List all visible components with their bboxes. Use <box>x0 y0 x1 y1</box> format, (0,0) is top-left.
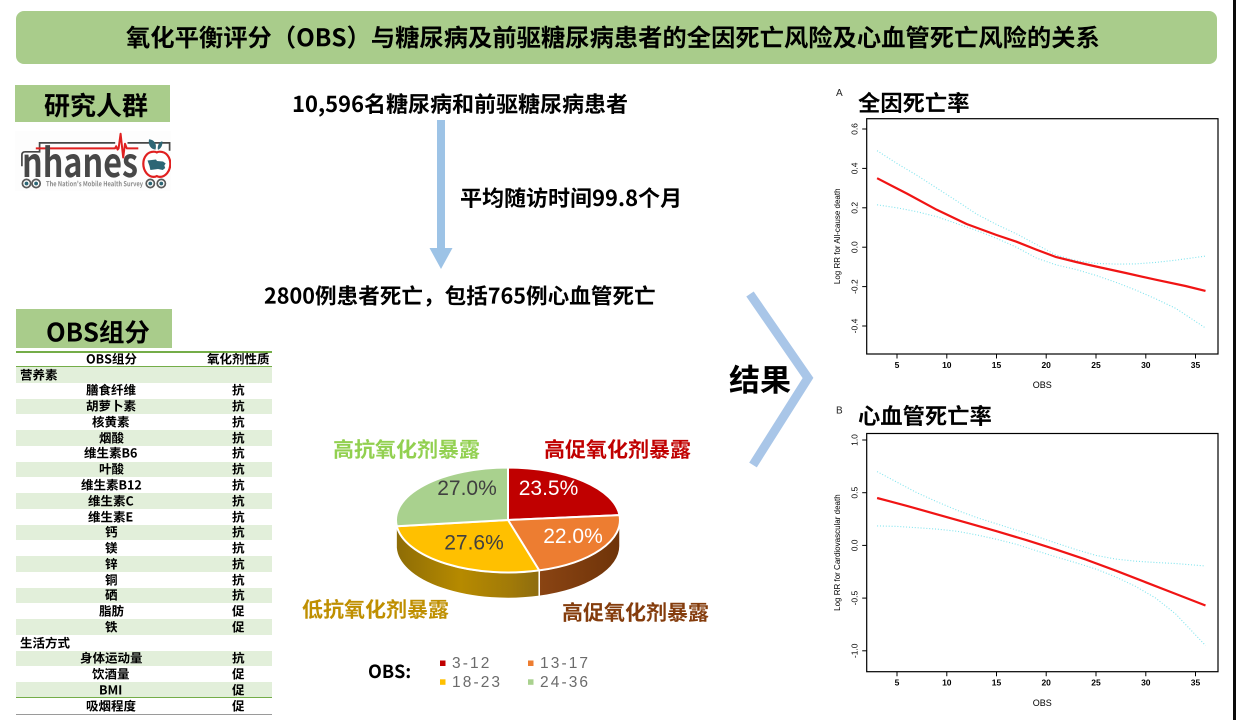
svg-text:22.0%: 22.0% <box>543 525 603 548</box>
svg-text:0.6: 0.6 <box>850 123 860 135</box>
svg-text:Log RR for All-cause death: Log RR for All-cause death <box>833 188 842 284</box>
svg-text:0.0: 0.0 <box>850 241 860 253</box>
svg-text:Log RR for Cardiovascular deat: Log RR for Cardiovascular death <box>833 494 842 611</box>
svg-text:0.0: 0.0 <box>850 539 860 551</box>
svg-text:0.4: 0.4 <box>850 162 860 174</box>
svg-text:-1.0: -1.0 <box>850 643 860 658</box>
svg-text:27.6%: 27.6% <box>444 532 504 555</box>
svg-text:35: 35 <box>1191 678 1201 688</box>
svg-text:13-17: 13-17 <box>540 655 590 672</box>
svg-text:24-36: 24-36 <box>540 674 590 691</box>
svg-text:-0.2: -0.2 <box>850 279 860 294</box>
svg-text:OBS: OBS <box>1033 380 1052 390</box>
svg-text:OBS: OBS <box>1033 698 1052 708</box>
svg-text:10: 10 <box>942 360 952 370</box>
svg-text:0.2: 0.2 <box>850 202 860 214</box>
svg-text:A: A <box>836 88 843 99</box>
svg-text:5: 5 <box>895 678 900 688</box>
svg-text:5: 5 <box>895 360 900 370</box>
svg-text:-0.5: -0.5 <box>850 591 860 606</box>
svg-text:3-12: 3-12 <box>452 655 491 672</box>
svg-text:25: 25 <box>1091 678 1101 688</box>
svg-text:30: 30 <box>1141 678 1151 688</box>
svg-text:B: B <box>836 406 843 417</box>
svg-text:18-23: 18-23 <box>452 674 502 691</box>
svg-text:10: 10 <box>942 678 952 688</box>
svg-text:0.5: 0.5 <box>850 487 860 499</box>
svg-text:15: 15 <box>992 360 1002 370</box>
svg-text:15: 15 <box>992 678 1002 688</box>
svg-text:-0.4: -0.4 <box>850 318 860 333</box>
svg-text:20: 20 <box>1041 678 1051 688</box>
svg-text:27.0%: 27.0% <box>437 477 497 500</box>
svg-text:23.5%: 23.5% <box>519 477 579 500</box>
svg-text:20: 20 <box>1041 360 1051 370</box>
svg-text:35: 35 <box>1191 360 1201 370</box>
svg-text:30: 30 <box>1141 360 1151 370</box>
svg-text:1.0: 1.0 <box>850 434 860 446</box>
svg-text:25: 25 <box>1091 360 1101 370</box>
